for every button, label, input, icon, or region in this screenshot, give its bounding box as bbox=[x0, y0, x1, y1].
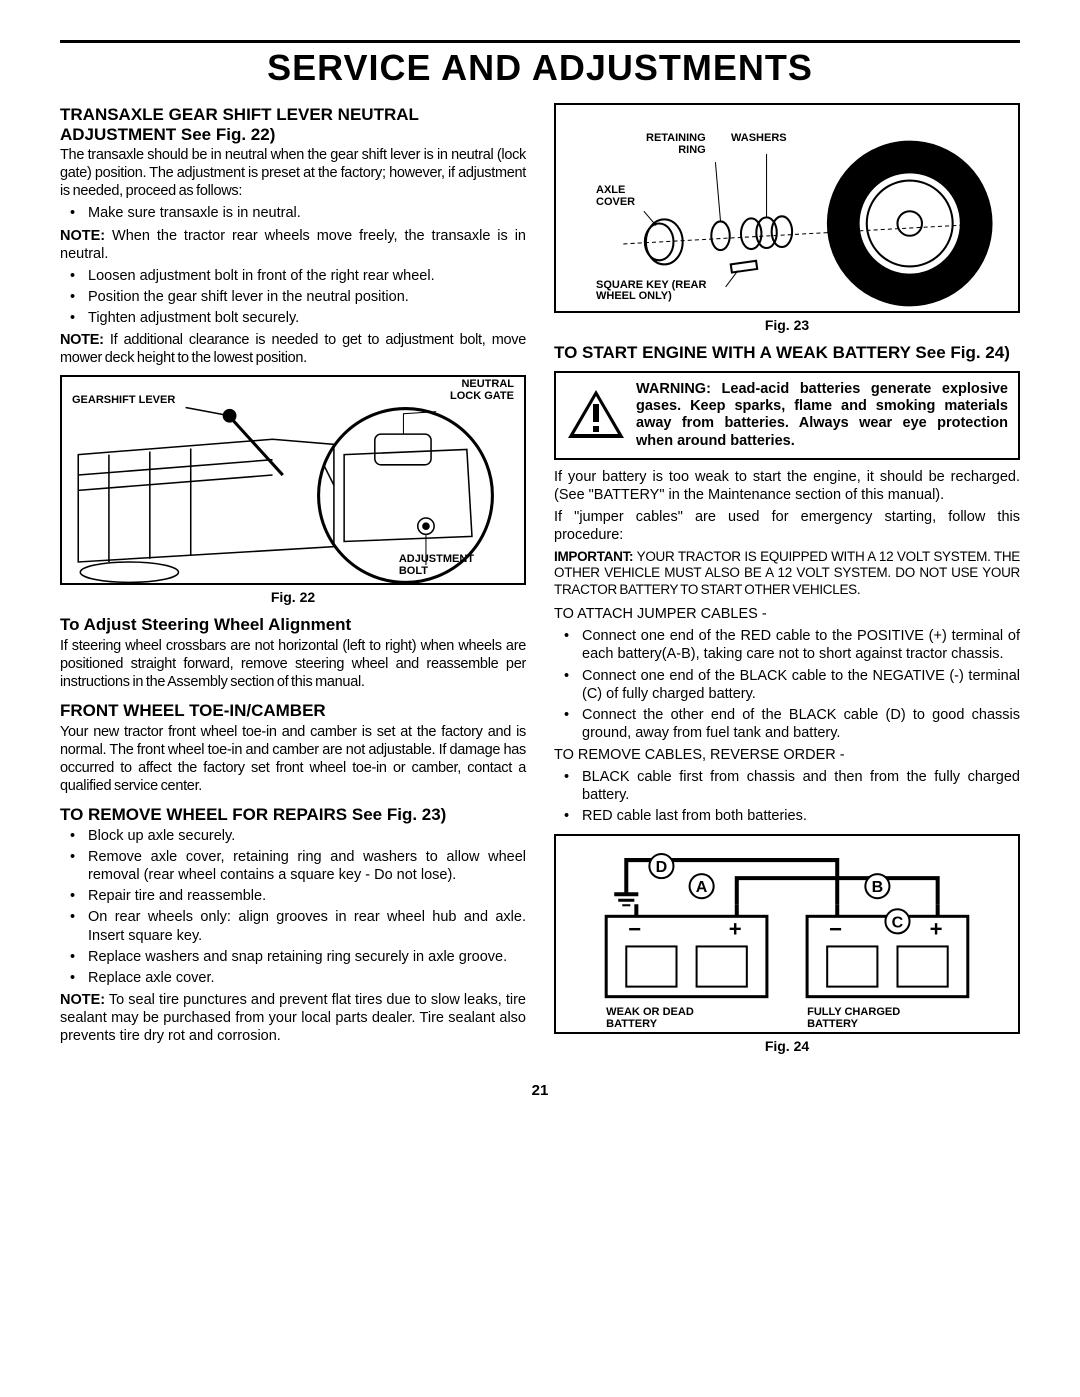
label-weak-battery-l2: BATTERY bbox=[606, 1017, 658, 1029]
important-label: IMPORTANT: bbox=[554, 549, 633, 564]
para-toe-in: Your new tractor front wheel toe-in and … bbox=[60, 723, 526, 796]
important-block: IMPORTANT: YOUR TRACTOR IS EQUIPPED WITH… bbox=[554, 549, 1020, 600]
list-item: On rear wheels only: align grooves in re… bbox=[88, 908, 526, 944]
note-label: NOTE: bbox=[60, 992, 105, 1008]
para-transaxle-intro: The transaxle should be in neutral when … bbox=[60, 146, 526, 200]
list-item: Position the gear shift lever in the neu… bbox=[88, 288, 526, 306]
para-steering: If steering wheel crossbars are not hori… bbox=[60, 637, 526, 691]
label-weak-battery-l1: WEAK OR DEAD bbox=[606, 1005, 694, 1017]
attach-heading: TO ATTACH JUMPER CABLES - bbox=[554, 605, 1020, 623]
para-jumper: If "jumper cables" are used for emergenc… bbox=[554, 508, 1020, 544]
remove-heading: TO REMOVE CABLES, REVERSE ORDER - bbox=[554, 746, 1020, 764]
right-column: RETAINING RING WASHERS AXLE COVER SQUARE… bbox=[554, 95, 1020, 1062]
list-attach: Connect one end of the RED cable to the … bbox=[554, 627, 1020, 742]
page-number: 21 bbox=[60, 1082, 1020, 1099]
heading-weak-battery: TO START ENGINE WITH A WEAK BATTERY See … bbox=[554, 343, 1020, 363]
list-item: Connect the other end of the BLACK cable… bbox=[582, 706, 1020, 742]
figure-24-box: − + − + D bbox=[554, 834, 1020, 1034]
left-column: TRANSAXLE GEAR SHIFT LEVER NEUTRAL ADJUS… bbox=[60, 95, 526, 1062]
list-item: Repair tire and reassemble. bbox=[88, 887, 526, 905]
figure-23-box: RETAINING RING WASHERS AXLE COVER SQUARE… bbox=[554, 103, 1020, 313]
note-text: When the tractor rear wheels move freely… bbox=[60, 228, 526, 262]
note-neutral: NOTE: When the tractor rear wheels move … bbox=[60, 227, 526, 263]
heading-steering: To Adjust Steering Wheel Alignment bbox=[60, 615, 526, 635]
note-text: To seal tire punctures and prevent flat … bbox=[60, 992, 526, 1044]
page-title: Service And Adjustments bbox=[60, 47, 1020, 89]
top-rule bbox=[60, 40, 1020, 43]
figure-22-box: GEARSHIFT LEVER NEUTRAL LOCK GATE ADJUST… bbox=[60, 375, 526, 585]
list-item: Make sure transaxle is in neutral. bbox=[88, 204, 526, 222]
para-recharge: If your battery is too weak to start the… bbox=[554, 468, 1020, 504]
figure-24-diagram: − + − + D bbox=[566, 846, 1008, 1032]
list-item: BLACK cable first from chassis and then … bbox=[582, 768, 1020, 804]
list-item: RED cable last from both batteries. bbox=[582, 807, 1020, 825]
heading-remove-wheel: TO REMOVE WHEEL FOR REPAIRS See Fig. 23) bbox=[60, 805, 526, 825]
warning-box: WARNING: Lead-acid batteries generate ex… bbox=[554, 371, 1020, 461]
label-adjustment-bolt: ADJUSTMENT BOLT bbox=[399, 554, 474, 577]
list-item: Block up axle securely. bbox=[88, 827, 526, 845]
list-remove: BLACK cable first from chassis and then … bbox=[554, 768, 1020, 825]
label-c: C bbox=[892, 913, 904, 931]
svg-text:+: + bbox=[729, 916, 742, 941]
svg-text:−: − bbox=[829, 916, 842, 941]
list-item: Remove axle cover, retaining ring and wa… bbox=[88, 848, 526, 884]
svg-text:−: − bbox=[628, 916, 641, 941]
list-item: Connect one end of the RED cable to the … bbox=[582, 627, 1020, 663]
list-transaxle-1: Make sure transaxle is in neutral. bbox=[60, 204, 526, 222]
label-axle-cover: AXLE COVER bbox=[596, 185, 635, 208]
two-column-layout: TRANSAXLE GEAR SHIFT LEVER NEUTRAL ADJUS… bbox=[60, 95, 1020, 1062]
note-label: NOTE: bbox=[60, 332, 104, 348]
warning-label: WARNING: bbox=[636, 381, 711, 397]
list-item: Connect one end of the BLACK cable to th… bbox=[582, 667, 1020, 703]
label-full-battery-l2: BATTERY bbox=[807, 1017, 859, 1029]
label-a: A bbox=[696, 878, 708, 896]
label-gearshift: GEARSHIFT LEVER bbox=[72, 395, 175, 407]
figure-24-caption: Fig. 24 bbox=[554, 1038, 1020, 1054]
label-washers: WASHERS bbox=[731, 133, 787, 145]
list-item: Replace axle cover. bbox=[88, 969, 526, 987]
list-item: Replace washers and snap retaining ring … bbox=[88, 948, 526, 966]
note-text: If additional clearance is needed to get… bbox=[60, 332, 526, 366]
list-remove-wheel: Block up axle securely. Remove axle cove… bbox=[60, 827, 526, 987]
heading-toe-in: FRONT WHEEL TOE-IN/CAMBER bbox=[60, 701, 526, 721]
note-clearance: NOTE: If additional clearance is needed … bbox=[60, 331, 526, 367]
label-square-key: SQUARE KEY (REAR WHEEL ONLY) bbox=[596, 280, 706, 303]
svg-text:+: + bbox=[930, 916, 943, 941]
note-sealant: NOTE: To seal tire punctures and prevent… bbox=[60, 991, 526, 1045]
label-retaining-ring: RETAINING RING bbox=[646, 133, 706, 156]
label-neutral: NEUTRAL LOCK GATE bbox=[450, 379, 514, 402]
warning-icon bbox=[566, 381, 626, 451]
note-label: NOTE: bbox=[60, 228, 105, 244]
label-b: B bbox=[872, 878, 884, 896]
warning-text-block: WARNING: Lead-acid batteries generate ex… bbox=[636, 381, 1008, 451]
heading-transaxle: TRANSAXLE GEAR SHIFT LEVER NEUTRAL ADJUS… bbox=[60, 105, 526, 144]
list-transaxle-2: Loosen adjustment bolt in front of the r… bbox=[60, 267, 526, 327]
list-item: Loosen adjustment bolt in front of the r… bbox=[88, 267, 526, 285]
list-item: Tighten adjustment bolt securely. bbox=[88, 309, 526, 327]
label-d: D bbox=[656, 858, 668, 876]
label-full-battery-l1: FULLY CHARGED bbox=[807, 1005, 900, 1017]
